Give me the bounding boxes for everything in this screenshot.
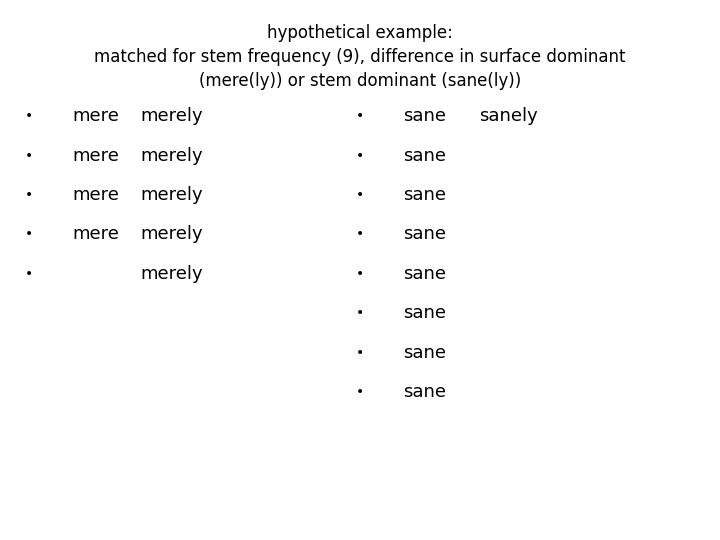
Text: hypothetical example:
matched for stem frequency (9), difference in surface domi: hypothetical example: matched for stem f… [94,24,626,90]
Text: merely: merely [140,186,203,204]
Text: merely: merely [140,146,203,165]
Text: mere: mere [72,225,119,244]
Text: •: • [24,188,33,202]
Text: sane: sane [403,343,446,362]
Text: mere: mere [72,146,119,165]
Text: sane: sane [403,225,446,244]
Text: sanely: sanely [479,107,538,125]
Text: sane: sane [403,107,446,125]
Text: sane: sane [403,186,446,204]
Text: •: • [356,385,364,399]
Text: •: • [356,188,364,202]
Text: •: • [356,267,364,281]
Text: mere: mere [72,107,119,125]
Text: •: • [356,306,364,320]
Text: sane: sane [403,304,446,322]
Text: •: • [24,267,33,281]
Text: merely: merely [140,225,203,244]
Text: •: • [24,148,33,163]
Text: •: • [24,109,33,123]
Text: •: • [24,227,33,241]
Text: •: • [356,346,364,360]
Text: merely: merely [140,265,203,283]
Text: merely: merely [140,107,203,125]
Text: sane: sane [403,265,446,283]
Text: sane: sane [403,146,446,165]
Text: mere: mere [72,186,119,204]
Text: •: • [356,148,364,163]
Text: •: • [356,227,364,241]
Text: •: • [356,109,364,123]
Text: sane: sane [403,383,446,401]
